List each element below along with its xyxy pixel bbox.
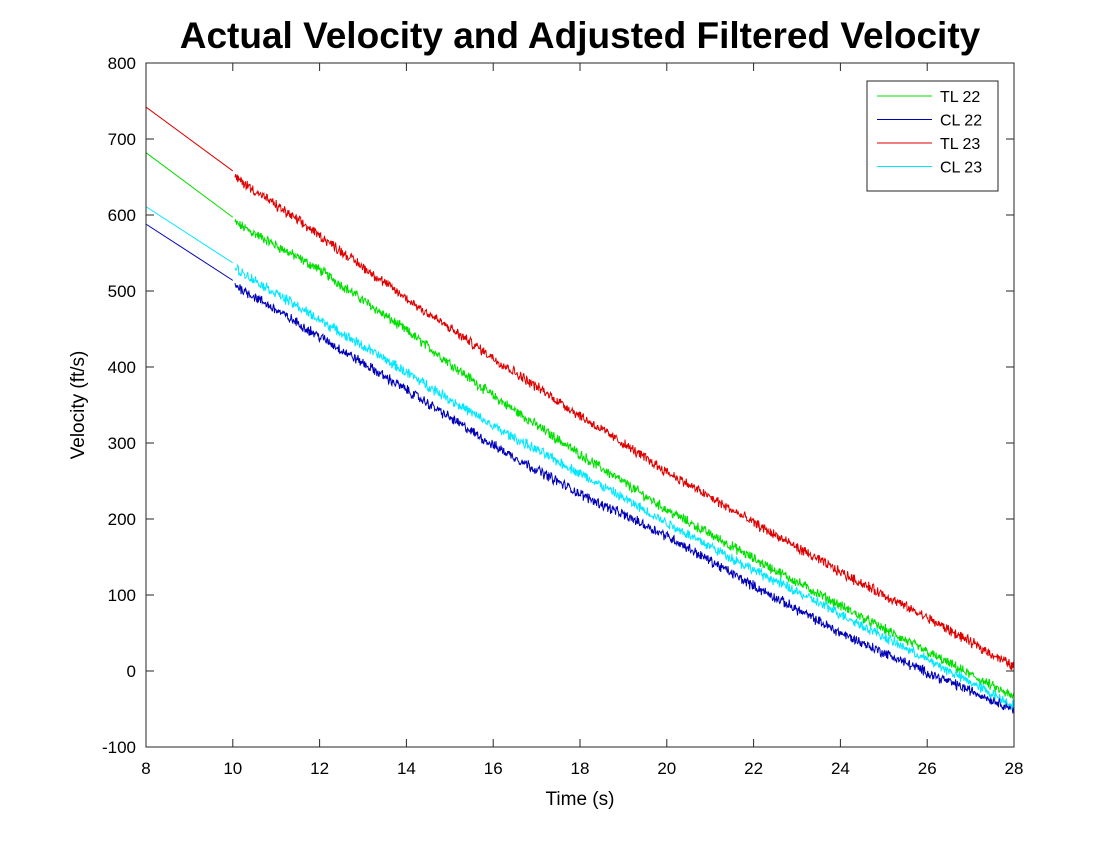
- y-tick-label: -100: [102, 738, 136, 757]
- y-tick-label: 100: [108, 586, 136, 605]
- x-tick-label: 22: [744, 759, 763, 778]
- series-line: [234, 218, 1015, 699]
- legend-label: TL 23: [940, 136, 980, 153]
- x-tick-label: 12: [310, 759, 329, 778]
- x-tick-label: 24: [831, 759, 850, 778]
- legend-label: CL 23: [940, 160, 982, 177]
- y-tick-label: 0: [127, 662, 136, 681]
- legend-item: TL 22: [877, 89, 980, 106]
- x-tick-label: 26: [918, 759, 937, 778]
- y-tick-label: 400: [108, 358, 136, 377]
- y-tick-label: 500: [108, 282, 136, 301]
- legend-box: [866, 80, 999, 192]
- y-tick-label: 800: [108, 54, 136, 73]
- legend-item: TL 23: [877, 136, 980, 153]
- x-tick-label: 20: [657, 759, 676, 778]
- series-line: [234, 174, 1015, 671]
- legend: TL 22 CL 22 TL 23 CL 23: [866, 80, 999, 192]
- x-tick-label: 18: [571, 759, 590, 778]
- x-tick-label: 28: [1005, 759, 1024, 778]
- legend-label: CL 22: [940, 113, 982, 130]
- legend-item: CL 22: [877, 113, 982, 130]
- chart-title: Actual Velocity and Adjusted Filtered Ve…: [180, 15, 981, 56]
- x-axis-label: Time (s): [546, 789, 615, 810]
- plot-area: [145, 106, 1015, 714]
- series-tl-23: [145, 106, 1015, 671]
- x-tick-label: 16: [484, 759, 503, 778]
- legend-item: CL 23: [877, 160, 982, 177]
- x-tick-label: 10: [223, 759, 242, 778]
- x-tick-label: 8: [141, 759, 150, 778]
- series-line: [145, 152, 234, 218]
- legend-label: TL 22: [940, 89, 980, 106]
- y-tick-label: 300: [108, 434, 136, 453]
- series-line: [145, 206, 234, 264]
- series-line: [145, 223, 234, 281]
- series-line: [145, 106, 234, 172]
- series-cl-22: [145, 223, 1015, 714]
- y-tick-label: 200: [108, 510, 136, 529]
- y-tick-label: 700: [108, 130, 136, 149]
- series-cl-23: [145, 206, 1015, 710]
- y-axis-label: Velocity (ft/s): [68, 351, 89, 460]
- series-tl-22: [145, 152, 1015, 699]
- y-tick-label: 600: [108, 206, 136, 225]
- axis-ticks: 8 10 12 14 16 18 20 22 24 26 28 -100 0 100 200 300 400 50…: [102, 54, 1023, 778]
- x-tick-label: 14: [397, 759, 416, 778]
- series-line: [234, 283, 1015, 714]
- series-line: [234, 263, 1015, 710]
